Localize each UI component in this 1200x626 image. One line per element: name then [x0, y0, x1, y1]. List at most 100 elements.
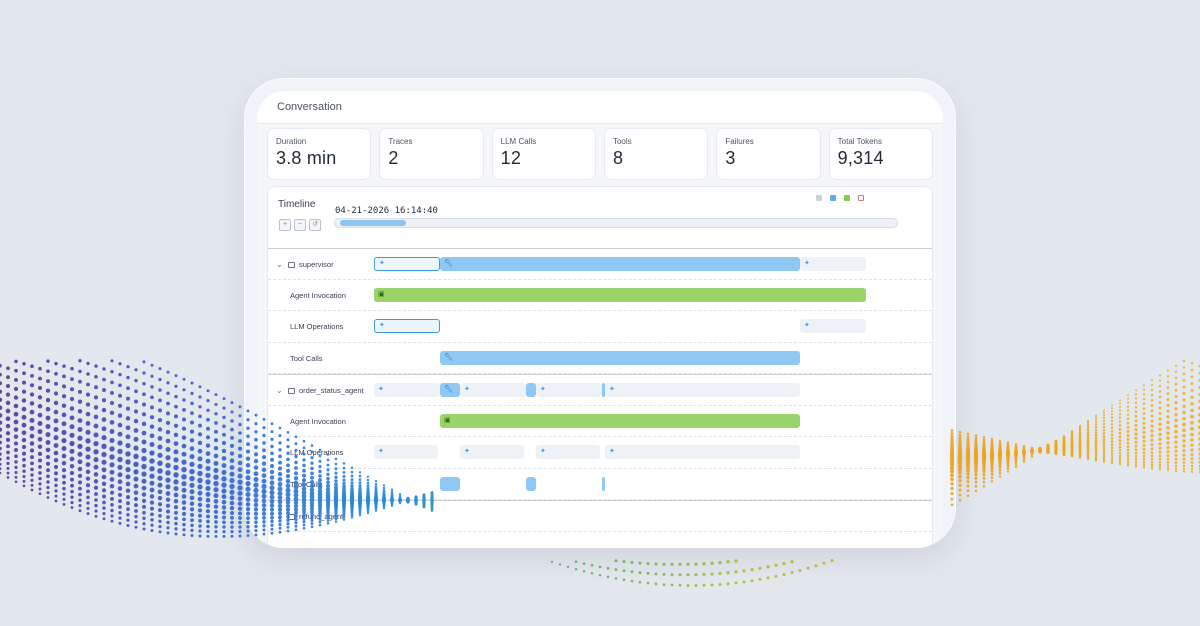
sparkle-icon: ✦: [609, 386, 615, 393]
timeline-row-agent-invocation[interactable]: Agent Invocation ▣: [268, 280, 932, 311]
app-screen: Conversation Duration 3.8 min Traces 2 L…: [257, 91, 943, 548]
stat-value: 8: [612, 148, 624, 168]
tool-span[interactable]: [526, 476, 536, 491]
stat-value: 9,314: [837, 148, 884, 168]
tool-span[interactable]: [526, 383, 536, 397]
tool-span[interactable]: [440, 476, 460, 491]
sparkle-icon: ✦: [464, 386, 470, 393]
wrench-icon: 🔧︎: [444, 353, 453, 361]
reset-icon[interactable]: ↺: [309, 219, 321, 231]
tool-span[interactable]: [602, 476, 605, 491]
legend: [816, 195, 864, 201]
stat-label: Total Tokens: [837, 137, 882, 146]
row-label: ⌄ supervisor: [276, 260, 334, 269]
llm-span[interactable]: ✦: [374, 445, 438, 459]
stat-card-tools: Tools 8: [603, 128, 709, 180]
llm-span[interactable]: ✦: [460, 383, 526, 397]
llm-span[interactable]: ✦: [800, 319, 866, 333]
timeline-row-refund-agent[interactable]: ⌄ refund_agent: [268, 500, 932, 532]
zoom-controls: + − ↺: [279, 219, 321, 231]
llm-span[interactable]: ✦: [536, 445, 600, 459]
sparkle-icon: ✦: [540, 448, 546, 455]
stat-card-llm-calls: LLM Calls 12: [491, 128, 596, 180]
row-label-text: supervisor: [299, 260, 334, 269]
stat-label: Tools: [612, 137, 632, 146]
legend-swatch-tool: [830, 195, 836, 201]
timeline-row-llm-operations[interactable]: LLM Operations ✦ ✦ ✦ ✦: [268, 437, 932, 469]
legend-swatch-span: [816, 195, 822, 201]
chevron-down-icon[interactable]: ⌄: [276, 260, 283, 269]
timeline-timestamp: 04-21-2026 16:14:40: [335, 206, 438, 216]
stat-card-total-tokens: Total Tokens 9,314: [828, 128, 933, 180]
timeline-scrubber[interactable]: [334, 218, 898, 228]
agent-icon: [288, 513, 295, 520]
row-label-text: Tool Calls: [290, 479, 323, 489]
llm-span[interactable]: ✦: [460, 445, 524, 459]
timeline-row-agent-invocation[interactable]: Agent Invocation ▣: [268, 406, 932, 437]
sparkle-icon: ✦: [804, 260, 810, 267]
tool-span[interactable]: [602, 383, 605, 397]
timeline-row-llm-operations[interactable]: LLM Operations ✦ ✦: [268, 311, 932, 343]
stat-value: 2: [388, 148, 399, 168]
tool-span[interactable]: 🔧︎: [440, 257, 800, 271]
chevron-down-icon[interactable]: ⌄: [276, 386, 283, 395]
page-title: Conversation: [277, 101, 342, 113]
agent-span[interactable]: ▣: [440, 413, 800, 428]
chevron-down-icon[interactable]: ⌄: [276, 512, 283, 521]
llm-span[interactable]: ✦: [536, 383, 602, 397]
llm-span[interactable]: ✦: [374, 319, 440, 333]
stat-card-duration: Duration 3.8 min: [267, 128, 372, 180]
row-label: ⌄ order_status_agent: [276, 386, 364, 395]
sparkle-icon: ✦: [378, 448, 384, 455]
row-label-text: Tool Calls: [290, 353, 323, 363]
zoom-in-icon[interactable]: +: [279, 219, 291, 231]
timeline-title: Timeline: [278, 199, 316, 210]
stat-value: 3: [725, 148, 736, 168]
row-label-text: order_status_agent: [299, 386, 364, 395]
sparkle-icon: ✦: [540, 386, 546, 393]
stat-value: 12: [500, 148, 522, 168]
scrubber-handle[interactable]: [340, 220, 406, 226]
sparkle-icon: ✦: [464, 448, 470, 455]
wrench-icon: 🔧︎: [444, 386, 453, 393]
llm-span[interactable]: ✦: [800, 257, 866, 271]
timeline-panel: Timeline 04-21-2026 16:14:40 + − ↺: [267, 186, 933, 548]
timeline-row-tool-calls[interactable]: Tool Calls: [268, 469, 932, 500]
sparkle-icon: ✦: [379, 260, 385, 267]
llm-span[interactable]: ✦: [374, 383, 440, 397]
llm-span[interactable]: ✦: [605, 383, 800, 397]
tool-span[interactable]: 🔧︎: [440, 383, 460, 397]
sparkle-icon: ✦: [804, 322, 810, 329]
timeline-row-supervisor[interactable]: ⌄ supervisor ✦ 🔧︎ ✦: [268, 248, 932, 280]
wrench-icon: 🔧︎: [444, 260, 453, 267]
device-frame: Conversation Duration 3.8 min Traces 2 L…: [244, 78, 956, 548]
zoom-out-icon[interactable]: −: [294, 219, 306, 231]
sparkle-icon: ✦: [609, 448, 615, 455]
agent-icon: ▣: [444, 416, 451, 424]
timeline-rows: ⌄ supervisor ✦ 🔧︎ ✦ Agent Invocation ▣ L…: [268, 248, 932, 532]
row-label-text: Agent Invocation: [290, 290, 346, 300]
sparkle-icon: ✦: [378, 386, 384, 393]
legend-swatch-failure: [858, 195, 864, 201]
stat-value: 3.8 min: [276, 148, 337, 168]
agent-icon: [288, 261, 295, 268]
row-label: ⌄ refund_agent: [276, 512, 343, 521]
stat-label: Traces: [388, 137, 413, 146]
timeline-row-order-status-agent[interactable]: ⌄ order_status_agent ✦ 🔧︎ ✦ ✦ ✦: [268, 374, 932, 406]
stat-card-failures: Failures 3: [716, 128, 821, 180]
agent-icon: ▣: [378, 290, 385, 298]
llm-span[interactable]: ✦: [605, 445, 800, 459]
timeline-row-tool-calls[interactable]: Tool Calls 🔧︎: [268, 343, 932, 374]
row-label-text: Agent Invocation: [290, 416, 346, 426]
row-label-text: refund_agent: [299, 512, 344, 521]
stat-label: Duration: [276, 137, 307, 146]
row-label-text: LLM Operations: [290, 322, 344, 331]
agent-span[interactable]: ▣: [374, 287, 866, 302]
stat-label: Failures: [725, 137, 754, 146]
stat-label: LLM Calls: [500, 137, 537, 146]
stat-card-traces: Traces 2: [379, 128, 484, 180]
llm-span[interactable]: ✦: [374, 257, 440, 271]
agent-icon: [288, 387, 295, 394]
sparkle-icon: ✦: [379, 322, 385, 329]
tool-span[interactable]: 🔧︎: [440, 350, 800, 365]
